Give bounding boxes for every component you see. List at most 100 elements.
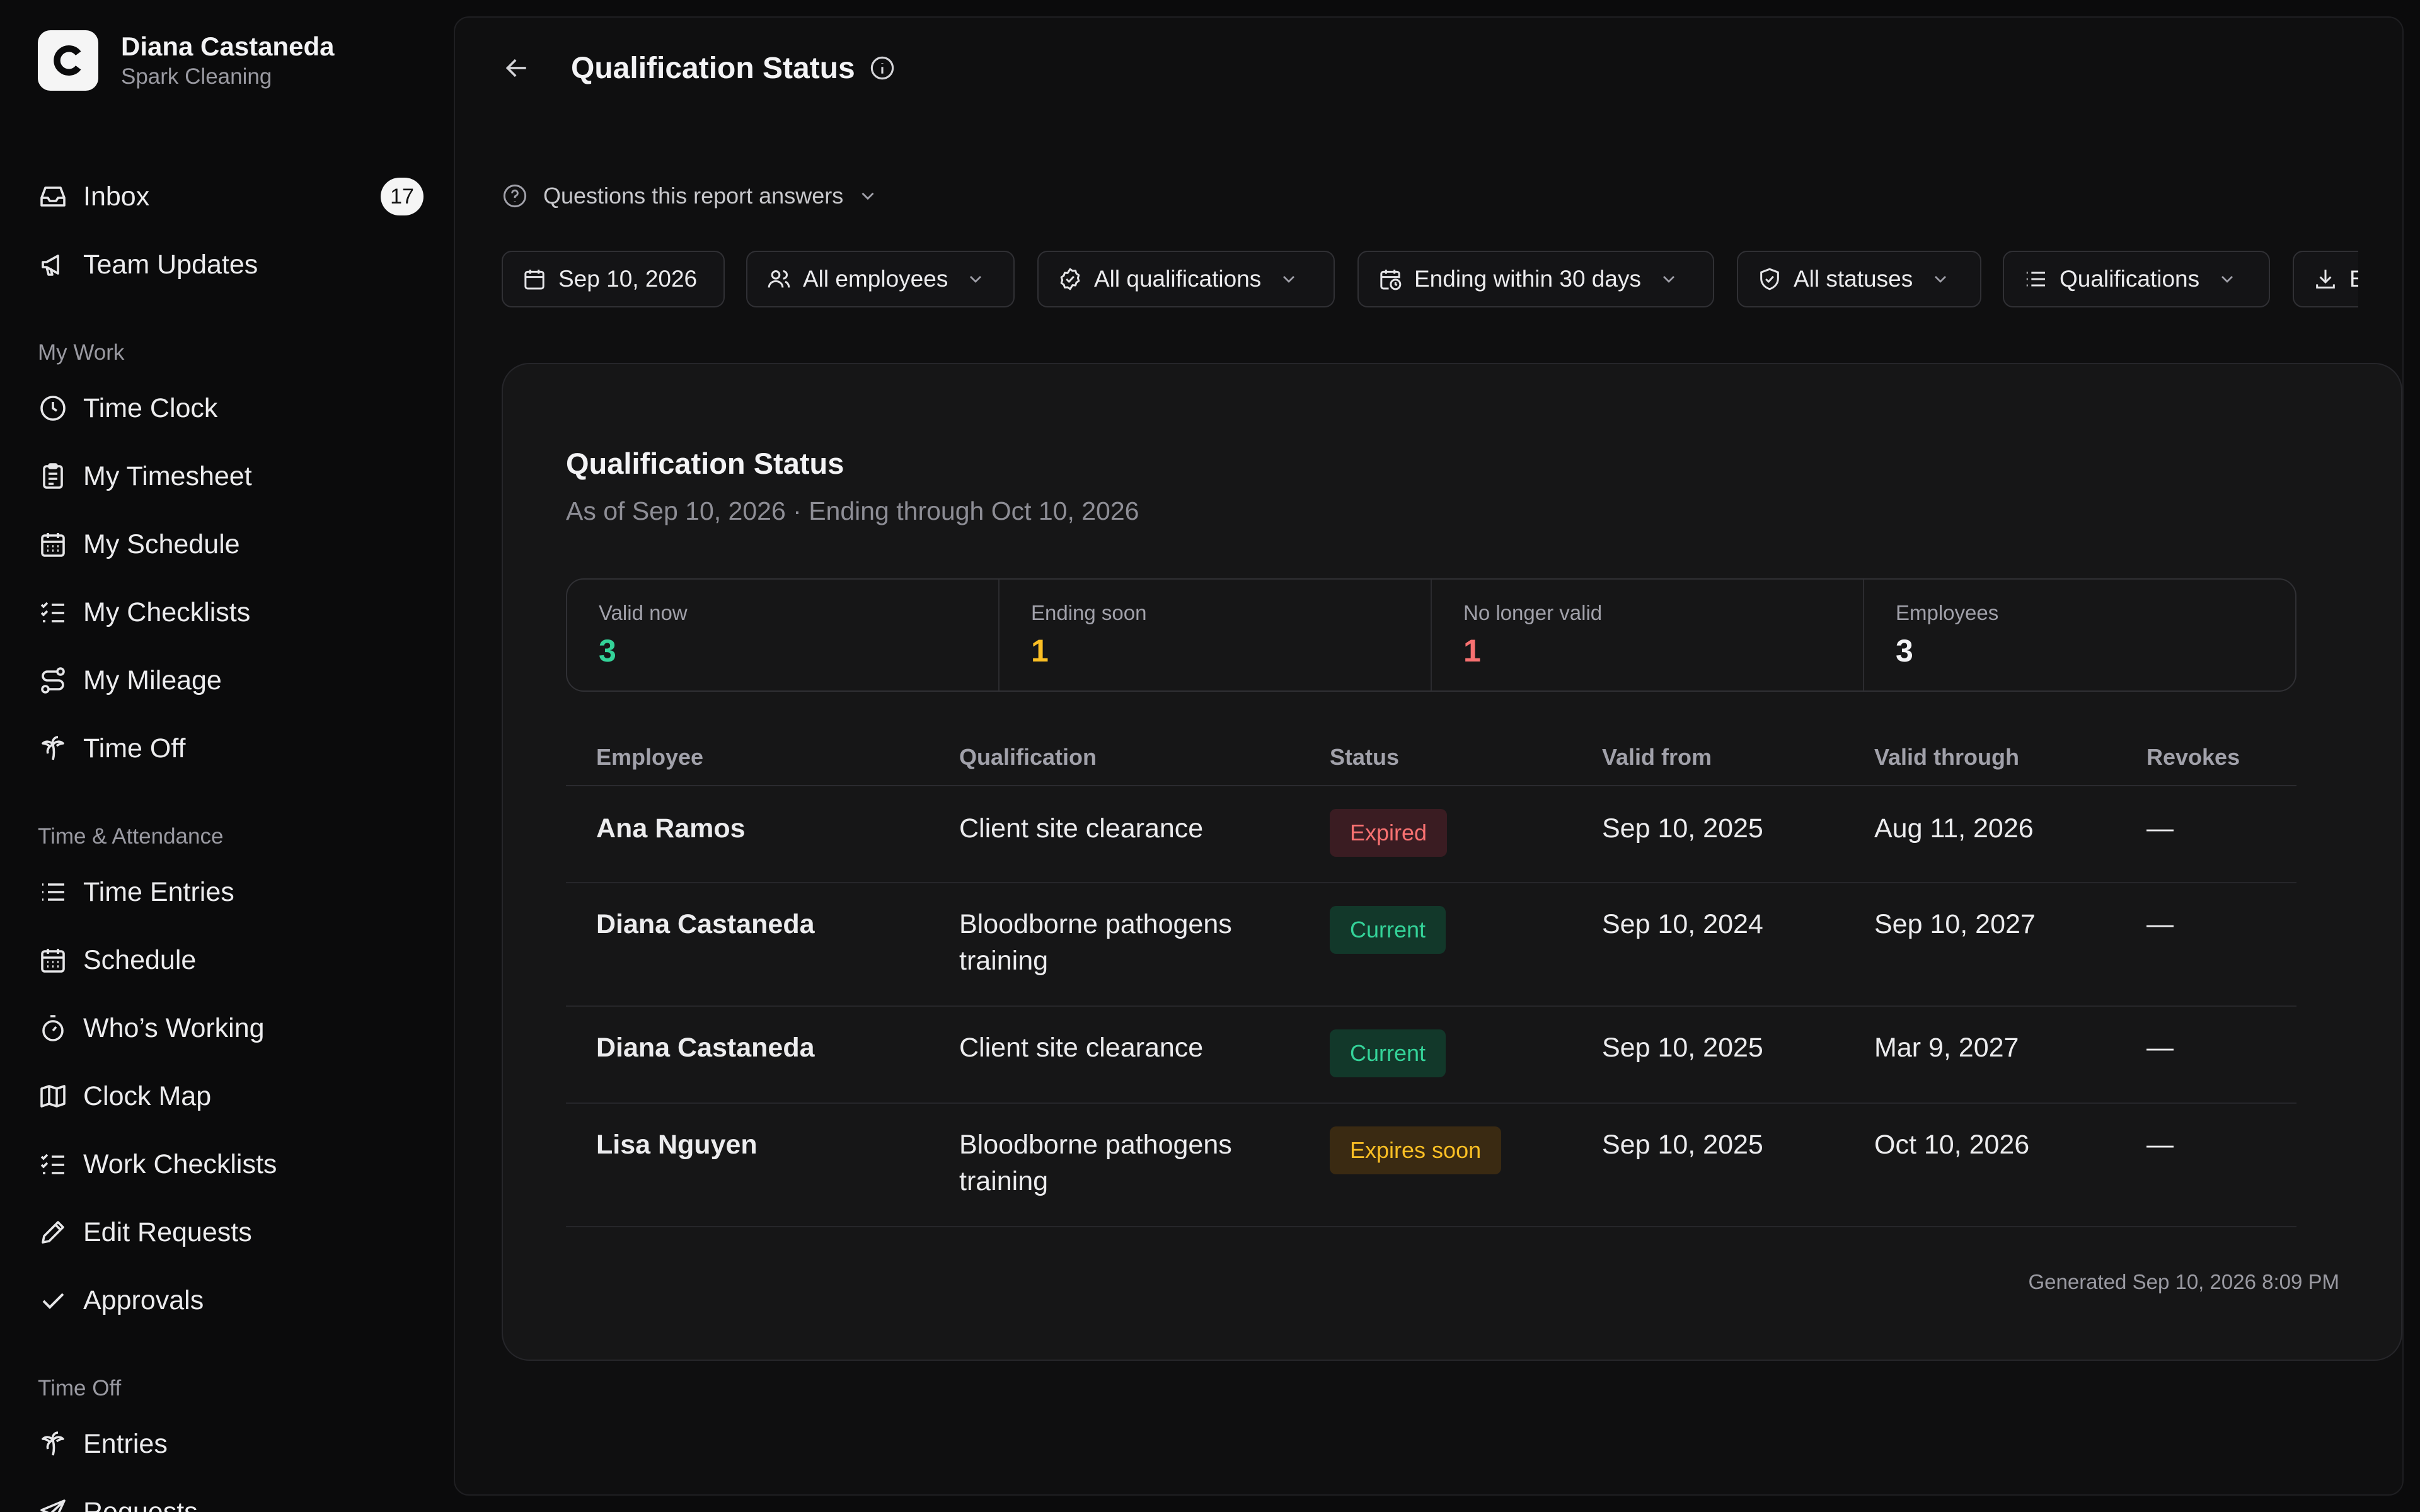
status-cell: Expired	[1330, 809, 1602, 857]
status-filter[interactable]: All statuses	[1737, 251, 1981, 307]
sidebar-item-time-entries[interactable]: Time Entries	[38, 867, 424, 917]
employee-cell: Ana Ramos	[596, 813, 746, 844]
stopwatch-icon	[38, 1013, 68, 1043]
valid-from-cell: Sep 10, 2025	[1602, 1130, 1763, 1160]
sidebar-item-my-schedule[interactable]: My Schedule	[38, 519, 424, 570]
qualifications-filter[interactable]: All qualifications	[1037, 251, 1335, 307]
employee-cell: Diana Castaneda	[596, 909, 815, 939]
filter-bar: Sep 10, 2026 All employees All qualifica…	[502, 251, 2358, 309]
megaphone-icon	[38, 249, 68, 280]
section-label-my-work: My Work	[38, 340, 125, 365]
qualification-cell: Bloodborne pathogens training	[959, 906, 1330, 979]
employee-cell: Diana Castaneda	[596, 1033, 815, 1063]
palm-tree-icon	[38, 1429, 68, 1459]
employees-filter[interactable]: All employees	[746, 251, 1015, 307]
list-icon	[2023, 266, 2048, 292]
sidebar-item-clock-map[interactable]: Clock Map	[38, 1071, 424, 1121]
checklist-icon	[38, 597, 68, 627]
sidebar-item-time-off[interactable]: Time Off	[38, 723, 424, 774]
sidebar-item-label: Edit Requests	[83, 1217, 252, 1247]
sidebar-item-time-clock[interactable]: Time Clock	[38, 383, 424, 433]
column-header-valid-through[interactable]: Valid through	[1874, 744, 2019, 770]
back-button[interactable]	[499, 50, 534, 86]
stat-value: 3	[1896, 633, 1913, 668]
report-title: Qualification Status	[566, 447, 844, 480]
section-label-time-off: Time Off	[38, 1376, 122, 1400]
revokes-cell: —	[2146, 813, 2174, 844]
table-row[interactable]: Diana Castaneda Bloodborne pathogens tra…	[566, 883, 2296, 1007]
report-subtitle: As of Sep 10, 2026 · Ending through Oct …	[566, 496, 1139, 525]
stat-label: Ending soon	[1031, 601, 1147, 624]
sidebar-item-my-timesheet[interactable]: My Timesheet	[38, 451, 424, 501]
c-logo-icon	[38, 30, 98, 91]
sidebar-item-label: Time Off	[83, 733, 186, 764]
sidebar-item-label: Schedule	[83, 944, 197, 975]
qualification-line: Client site clearance	[959, 1033, 1204, 1063]
users-icon	[766, 266, 792, 292]
sidebar-item-work-checklists[interactable]: Work Checklists	[38, 1139, 424, 1189]
calendar-icon	[522, 266, 547, 292]
export-button[interactable]: E	[2293, 251, 2358, 307]
sidebar-item-label: Entries	[83, 1428, 168, 1459]
section-label-time-attendance: Time & Attendance	[38, 824, 224, 849]
column-header-status[interactable]: Status	[1330, 744, 1400, 770]
chevron-down-icon	[1659, 269, 1679, 289]
sidebar-item-label: My Mileage	[83, 665, 222, 696]
employee-cell: Lisa Nguyen	[596, 1130, 758, 1160]
clipboard-icon	[38, 461, 68, 491]
arrow-left-icon	[505, 59, 526, 77]
ending-window-filter[interactable]: Ending within 30 days	[1357, 251, 1714, 307]
questions-toggle[interactable]: Questions this report answers	[502, 183, 879, 209]
sidebar-item-my-checklists[interactable]: My Checklists	[38, 587, 424, 638]
qualification-table: Employee Qualification Status Valid from…	[566, 730, 2296, 1227]
user-name: Diana Castaneda	[121, 32, 335, 61]
workspace-switcher[interactable]: Diana Castaneda Spark Cleaning	[38, 30, 334, 91]
column-header-employee[interactable]: Employee	[596, 744, 704, 770]
info-icon[interactable]	[869, 55, 896, 81]
qualification-line: training	[959, 946, 1049, 976]
table-row[interactable]: Ana Ramos Client site clearance Expired …	[566, 786, 2296, 883]
sidebar-item-label: Clock Map	[83, 1080, 212, 1111]
main-panel: Qualification Status Questions this repo…	[454, 16, 2404, 1496]
sidebar-item-label: Inbox	[83, 181, 150, 212]
status-badge: Current	[1330, 1029, 1446, 1077]
sidebar-item-edit-requests[interactable]: Edit Requests	[38, 1207, 424, 1257]
status-cell: Current	[1330, 906, 1602, 954]
sidebar-item-my-mileage[interactable]: My Mileage	[38, 655, 424, 706]
list-icon	[38, 877, 68, 907]
check-icon	[38, 1285, 68, 1315]
column-header-qualification[interactable]: Qualification	[959, 744, 1097, 770]
qualification-line: training	[959, 1166, 1049, 1196]
view-filter[interactable]: Qualifications	[2003, 251, 2270, 307]
sidebar-item-requests[interactable]: Requests	[38, 1487, 424, 1512]
table-row[interactable]: Diana Castaneda Client site clearance Cu…	[566, 1007, 2296, 1104]
sidebar-item-label: Work Checklists	[83, 1148, 277, 1179]
filter-label: Sep 10, 2026	[558, 266, 698, 292]
sidebar-item-label: Approvals	[83, 1285, 204, 1315]
valid-through-cell: Sep 10, 2027	[1874, 909, 2036, 939]
valid-from-cell: Sep 10, 2025	[1602, 813, 1763, 844]
download-icon	[2313, 266, 2338, 292]
stat-valid-now: Valid now 3	[567, 580, 1000, 690]
column-header-valid-from[interactable]: Valid from	[1602, 744, 1712, 770]
valid-through-cell: Aug 11, 2026	[1874, 813, 2034, 844]
valid-through-cell: Oct 10, 2026	[1874, 1130, 2030, 1160]
sidebar-item-entries[interactable]: Entries	[38, 1419, 424, 1469]
revokes-cell: —	[2146, 909, 2174, 939]
page-title: Qualification Status	[571, 51, 855, 85]
send-icon	[38, 1497, 68, 1512]
valid-from-cell: Sep 10, 2025	[1602, 1033, 1763, 1063]
sidebar-item-schedule[interactable]: Schedule	[38, 935, 424, 985]
palm-tree-icon	[38, 733, 68, 764]
date-filter[interactable]: Sep 10, 2026	[502, 251, 725, 307]
status-badge: Expires soon	[1330, 1126, 1502, 1174]
column-header-revokes[interactable]: Revokes	[2146, 744, 2240, 770]
sidebar-item-team-updates[interactable]: Team Updates	[38, 239, 424, 290]
qualification-line: Bloodborne pathogens	[959, 1130, 1232, 1160]
calendar-icon	[38, 945, 68, 975]
sidebar-item-approvals[interactable]: Approvals	[38, 1275, 424, 1326]
sidebar-item-inbox[interactable]: Inbox 17	[38, 171, 424, 222]
table-row[interactable]: Lisa Nguyen Bloodborne pathogens trainin…	[566, 1104, 2296, 1227]
sidebar-item-whos-working[interactable]: Who’s Working	[38, 1003, 424, 1053]
stat-no-longer-valid: No longer valid 1	[1432, 580, 1864, 690]
